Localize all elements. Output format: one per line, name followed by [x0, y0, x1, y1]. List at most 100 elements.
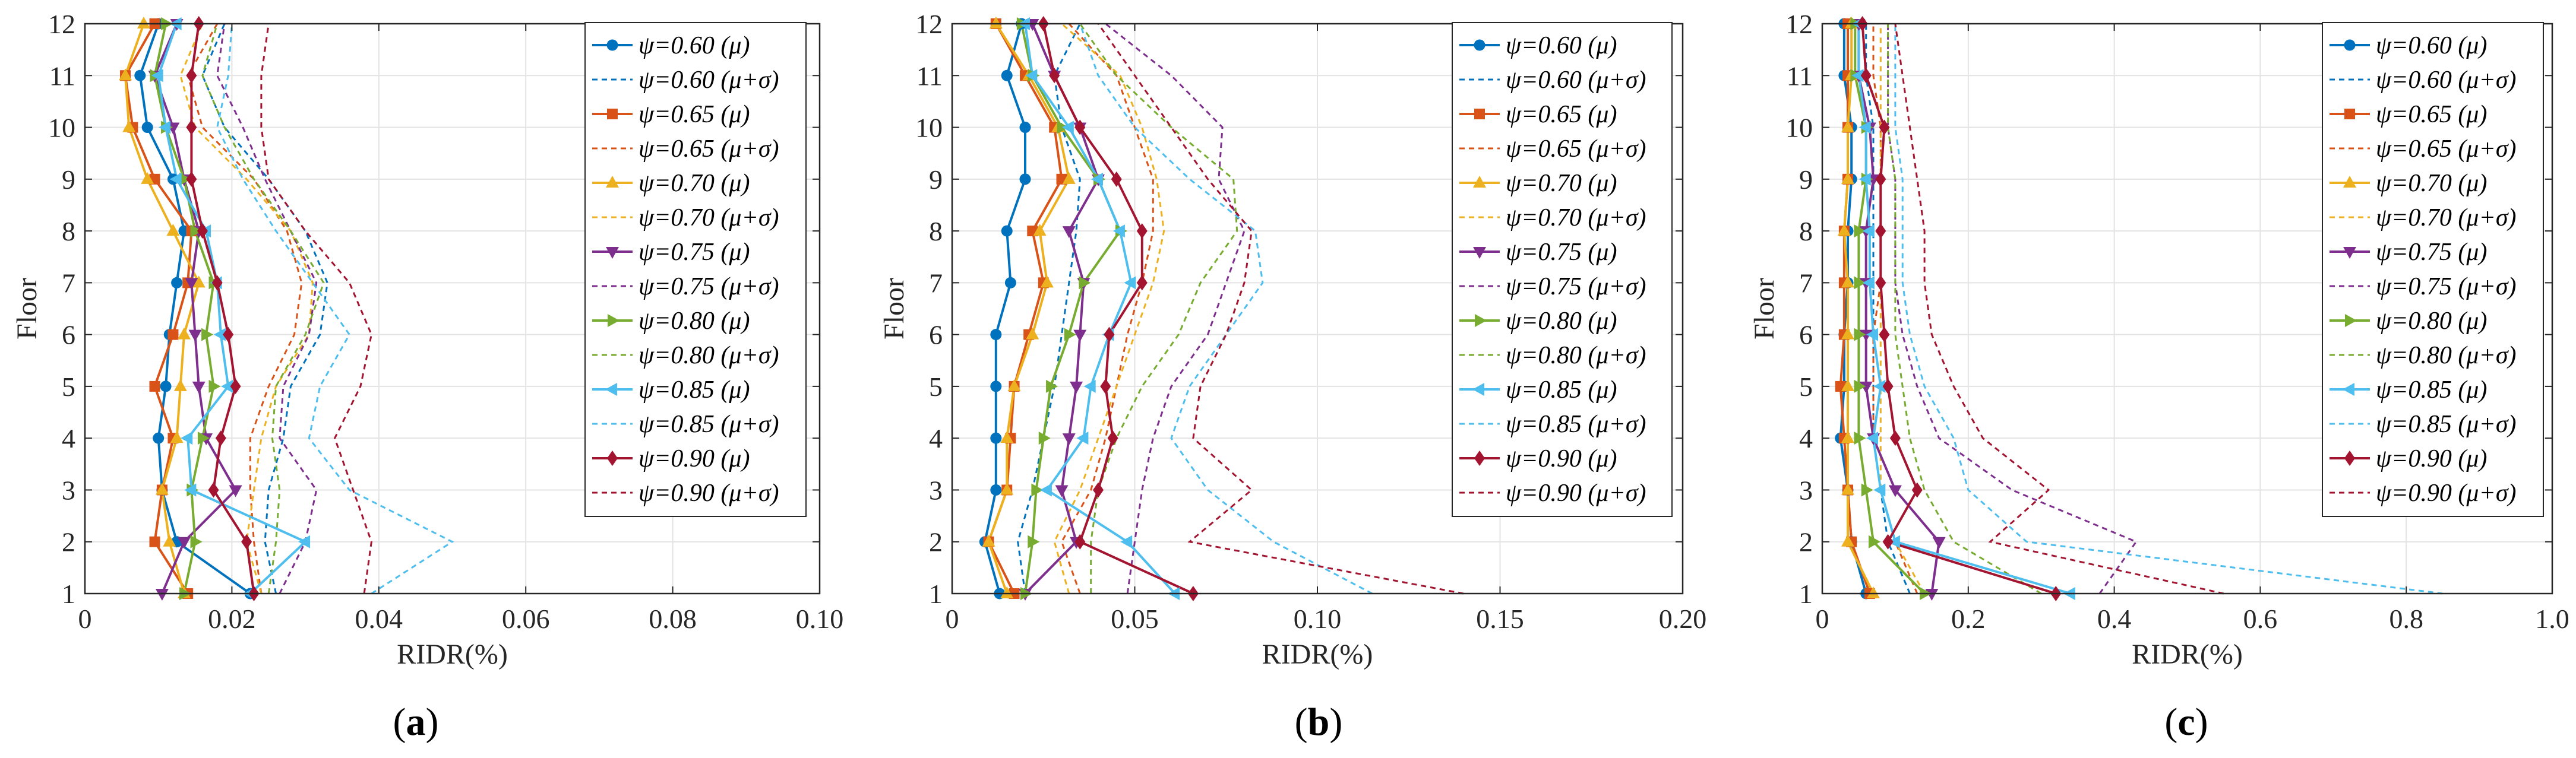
- data-point: [1061, 120, 1074, 134]
- data-point: [1046, 379, 1058, 393]
- legend-item: ψ=0.80 (μ): [2330, 307, 2487, 335]
- y-tick-label: 5: [62, 372, 75, 402]
- data-point: [190, 224, 203, 238]
- data-point: [1074, 534, 1086, 550]
- legend-item: ψ=0.75 (μ+σ): [592, 273, 779, 300]
- data-point: [989, 17, 1003, 28]
- subfigure-label: (a): [393, 700, 439, 744]
- data-point: [298, 535, 311, 548]
- data-point: [1074, 119, 1086, 135]
- series-line-psi-0.75-std: [1105, 23, 1246, 594]
- legend-item: ψ=0.70 (μ): [1459, 170, 1617, 197]
- y-tick-label: 9: [1799, 164, 1813, 195]
- legend-item: ψ=0.65 (μ): [592, 101, 750, 128]
- legend-label: ψ=0.70 (μ+σ): [639, 204, 779, 231]
- data-point: [171, 277, 183, 288]
- legend-item: ψ=0.80 (μ+σ): [1459, 342, 1646, 369]
- data-point: [1104, 326, 1115, 342]
- data-point: [1019, 122, 1031, 134]
- x-tick-label: 0: [78, 604, 92, 634]
- data-point: [141, 122, 153, 134]
- data-point: [190, 535, 203, 548]
- legend-marker: [1474, 109, 1485, 119]
- y-tick-label: 10: [48, 113, 75, 143]
- subfigure-letter: a: [406, 700, 426, 744]
- data-point: [211, 275, 223, 291]
- data-point: [1112, 224, 1125, 238]
- x-tick-label: 0.10: [1294, 604, 1342, 634]
- data-point: [179, 172, 191, 186]
- subfigure-paren-open: (: [2164, 700, 2177, 744]
- legend-label: ψ=0.85 (μ+σ): [1506, 411, 1646, 438]
- data-point: [1862, 276, 1875, 290]
- legend-label: ψ=0.90 (μ): [2376, 445, 2487, 472]
- x-tick-label: 0.6: [2243, 604, 2278, 634]
- data-point: [1861, 483, 1873, 497]
- data-point: [1841, 275, 1855, 288]
- legend-marker: [606, 247, 619, 259]
- series-line-psi-0.75-std: [1887, 24, 2138, 594]
- data-point: [1875, 223, 1886, 239]
- data-point: [1070, 381, 1083, 394]
- data-point: [221, 379, 233, 393]
- x-tick-label: 0.02: [208, 604, 256, 634]
- legend-item: ψ=0.70 (μ): [2330, 170, 2487, 197]
- y-tick-label: 3: [62, 475, 75, 505]
- chart-panel-c: 0 0.2 0.4 0.6 0.8 1.0123456789101112RIDR(%)Fl…: [1749, 9, 2569, 744]
- legend-item: ψ=0.70 (μ): [592, 170, 750, 197]
- series-line-psi-0.60-std: [1017, 23, 1081, 594]
- subfigure-paren-open: (: [393, 700, 406, 744]
- data-point: [163, 534, 176, 547]
- data-point: [1093, 482, 1104, 498]
- data-point: [1039, 483, 1052, 497]
- y-tick-label: 4: [62, 423, 75, 453]
- y-tick-label: 7: [1799, 268, 1813, 298]
- legend-label: ψ=0.80 (μ): [639, 307, 750, 335]
- legend-label: ψ=0.60 (μ+σ): [2376, 66, 2517, 94]
- y-tick-label: 3: [1799, 475, 1813, 505]
- data-point: [990, 432, 1002, 444]
- data-point: [149, 536, 160, 547]
- data-point: [1026, 327, 1039, 340]
- legend-label: ψ=0.65 (μ): [2376, 101, 2487, 128]
- series-line-psi-0.75-mean: [1857, 24, 1940, 594]
- data-point: [1882, 378, 1894, 394]
- x-axis-label: RIDR(%): [1262, 639, 1373, 670]
- data-point: [1859, 381, 1873, 394]
- legend-label: ψ=0.80 (μ): [1506, 307, 1617, 335]
- legend-marker: [1474, 39, 1485, 51]
- data-point: [1888, 535, 1900, 548]
- data-point: [1049, 68, 1060, 84]
- y-tick-label: 6: [929, 320, 943, 350]
- series-line-psi-0.90-std: [1894, 23, 2224, 595]
- series-lines: [979, 16, 1464, 601]
- legend-label: ψ=0.85 (μ): [2376, 376, 2487, 404]
- data-point: [1854, 432, 1866, 445]
- legend-item: ψ=0.60 (μ): [1459, 32, 1617, 59]
- x-tick-label: 1.0: [2535, 604, 2569, 634]
- series-line-psi-0.70-mean: [124, 23, 200, 594]
- data-point: [153, 432, 165, 444]
- data-point: [1841, 120, 1855, 132]
- data-point: [177, 327, 191, 340]
- data-point: [169, 172, 182, 186]
- series-line-psi-0.80-std: [1079, 23, 1238, 594]
- legend-label: ψ=0.60 (μ): [639, 32, 750, 59]
- data-point: [1875, 275, 1886, 291]
- x-tick-label: 0: [1816, 604, 1829, 634]
- legend-item: ψ=0.85 (μ+σ): [2330, 411, 2517, 438]
- data-point: [1866, 328, 1879, 341]
- legend-box: [1452, 22, 1673, 517]
- legend-item: ψ=0.85 (μ): [592, 376, 750, 404]
- y-tick-label: 7: [62, 268, 75, 298]
- data-point: [1858, 172, 1871, 186]
- legend-item: ψ=0.60 (μ): [592, 32, 750, 59]
- legend-label: ψ=0.75 (μ+σ): [2376, 273, 2517, 300]
- y-tick-label: 9: [62, 164, 75, 195]
- data-point: [170, 431, 184, 443]
- data-point: [1007, 379, 1021, 391]
- legend-item: ψ=0.60 (μ+σ): [592, 66, 779, 94]
- series-line-psi-0.60-mean: [138, 23, 251, 595]
